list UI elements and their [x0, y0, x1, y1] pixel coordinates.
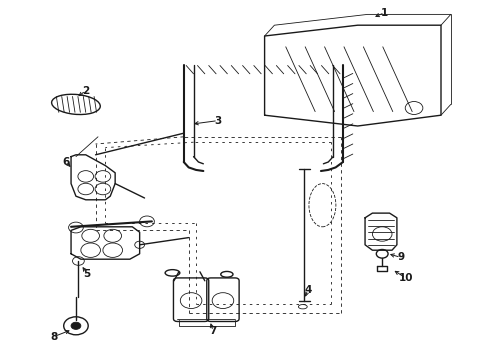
- Text: 6: 6: [63, 157, 70, 167]
- Text: 5: 5: [84, 269, 91, 279]
- Text: 2: 2: [82, 86, 89, 96]
- Circle shape: [71, 322, 81, 329]
- Text: 4: 4: [304, 285, 312, 295]
- Text: 7: 7: [209, 326, 217, 336]
- Text: 9: 9: [397, 252, 404, 262]
- Text: 10: 10: [398, 273, 413, 283]
- Text: 8: 8: [50, 332, 57, 342]
- Text: 1: 1: [381, 8, 388, 18]
- Text: 3: 3: [215, 116, 221, 126]
